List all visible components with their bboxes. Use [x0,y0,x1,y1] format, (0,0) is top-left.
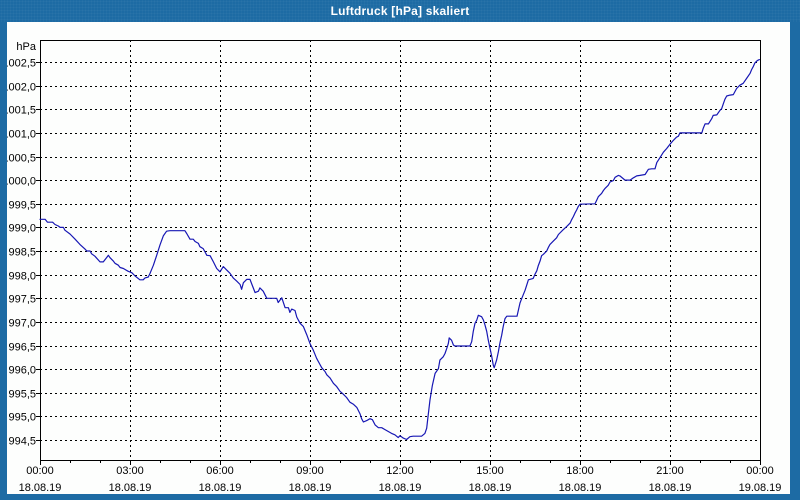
y-axis-unit-label: hPa [16,41,36,53]
x-axis-time-label: 15:00 [476,465,504,477]
y-axis-tick-label: 998,0 [8,271,36,283]
x-axis-date-label: 18.08.19 [109,482,152,494]
y-axis-tick-label: 1001,0 [2,129,36,141]
y-axis-tick-label: 995,5 [8,389,36,401]
window-title: Luftdruck [hPa] skaliert [330,4,470,18]
window-frame-left [0,22,7,500]
x-axis-time-label: 03:00 [116,465,144,477]
x-axis-time-label: 06:00 [206,465,234,477]
y-axis-tick-label: 994,5 [8,436,36,448]
window-frame-right [790,22,800,500]
y-axis-tick-label: 1002,0 [2,82,36,94]
x-axis-date-label: 18.08.19 [379,482,422,494]
pressure-series-line [39,58,761,441]
y-axis-tick-label: 997,5 [8,294,36,306]
x-axis-time-label: 09:00 [296,465,324,477]
x-axis-date-label: 19.08.19 [739,482,782,494]
y-axis-tick-label: 999,0 [8,223,36,235]
y-axis-tick-label: 998,5 [8,247,36,259]
window-frame-bottom [0,494,800,500]
y-axis-tick-label: 1000,5 [2,153,36,165]
y-axis-tick-label: 999,5 [8,200,36,212]
x-axis-time-label: 00:00 [746,465,774,477]
x-axis-time-label: 00:00 [26,465,54,477]
x-axis-time-label: 18:00 [566,465,594,477]
y-axis-tick-label: 995,0 [8,412,36,424]
y-axis-tick-label: 996,5 [8,342,36,354]
y-axis-tick-label: 996,0 [8,365,36,377]
x-axis-time-label: 12:00 [386,465,414,477]
y-axis-tick-label: 997,0 [8,318,36,330]
x-axis-date-label: 18.08.19 [19,482,62,494]
y-axis-tick-label: 1000,0 [2,176,36,188]
plot-border [40,40,761,461]
y-axis-tick-label: 1002,5 [2,58,36,70]
x-axis-time-label: 21:00 [656,465,684,477]
x-axis-date-label: 18.08.19 [289,482,332,494]
x-axis-date-label: 18.08.19 [199,482,242,494]
x-axis-date-label: 18.08.19 [649,482,692,494]
window-titlebar[interactable]: Luftdruck [hPa] skaliert [0,0,800,22]
x-axis-date-label: 18.08.19 [469,482,512,494]
y-axis-tick-label: 1001,5 [2,105,36,117]
x-axis-date-label: 18.08.19 [559,482,602,494]
